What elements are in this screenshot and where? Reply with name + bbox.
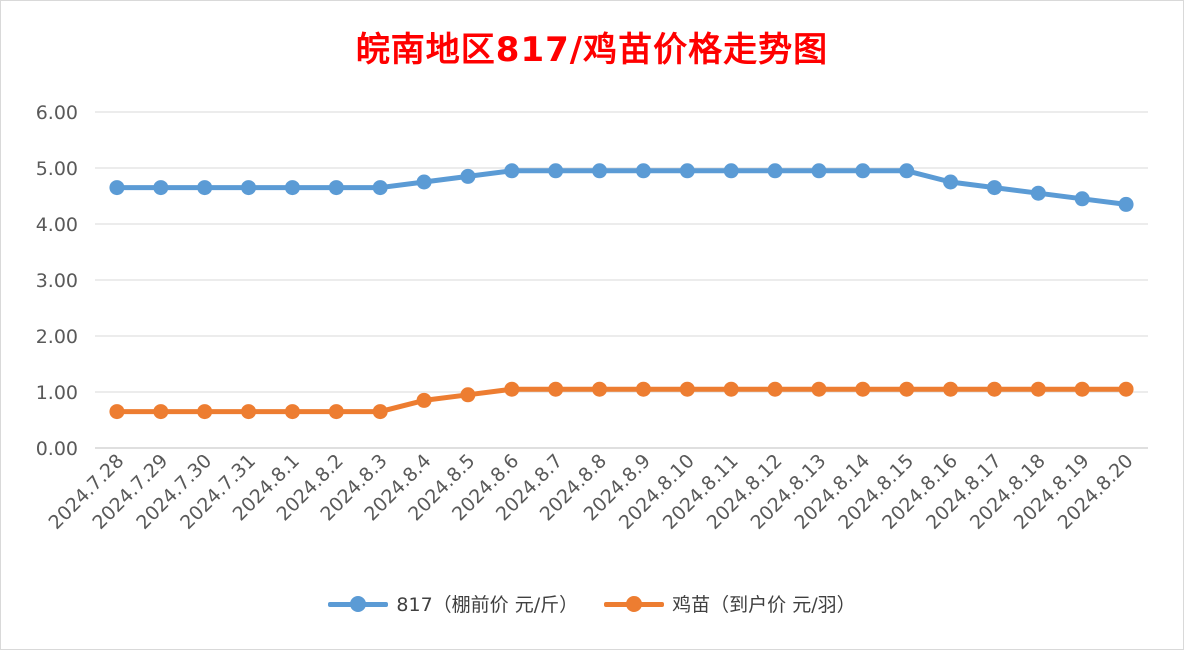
data-point bbox=[855, 381, 871, 397]
data-point bbox=[416, 174, 432, 190]
data-point bbox=[153, 180, 169, 196]
data-point bbox=[1118, 381, 1134, 397]
data-point bbox=[197, 404, 213, 420]
data-point bbox=[241, 180, 257, 196]
data-point bbox=[504, 381, 520, 397]
data-point bbox=[1030, 185, 1046, 201]
series-line-0 bbox=[114, 168, 1129, 207]
data-point bbox=[943, 174, 959, 190]
data-point bbox=[679, 381, 695, 397]
data-point bbox=[109, 404, 125, 420]
legend-item-chick: 鸡苗（到户价 元/羽） bbox=[604, 590, 856, 617]
data-point bbox=[284, 180, 300, 196]
data-point bbox=[811, 381, 827, 397]
y-tick-label: 2.00 bbox=[36, 326, 78, 348]
data-point bbox=[197, 180, 213, 196]
legend-label-chick: 鸡苗（到户价 元/羽） bbox=[672, 594, 856, 616]
data-point bbox=[372, 404, 388, 420]
data-point bbox=[723, 163, 739, 179]
data-point bbox=[1118, 196, 1134, 212]
y-tick-label: 3.00 bbox=[36, 270, 78, 292]
data-point bbox=[767, 381, 783, 397]
data-point bbox=[460, 387, 476, 403]
data-point bbox=[592, 381, 608, 397]
data-point bbox=[855, 163, 871, 179]
data-point bbox=[723, 381, 739, 397]
y-tick-label: 4.00 bbox=[36, 214, 78, 236]
data-point bbox=[1074, 191, 1090, 207]
data-point bbox=[986, 180, 1002, 196]
data-point bbox=[592, 163, 608, 179]
data-point bbox=[679, 163, 695, 179]
data-point bbox=[372, 180, 388, 196]
data-point bbox=[241, 404, 257, 420]
data-point bbox=[548, 163, 564, 179]
data-point bbox=[548, 381, 564, 397]
y-tick-label: 0.00 bbox=[36, 438, 78, 460]
data-point bbox=[328, 404, 344, 420]
data-point bbox=[635, 163, 651, 179]
data-point bbox=[635, 381, 651, 397]
y-tick-label: 5.00 bbox=[36, 158, 78, 180]
data-point bbox=[811, 163, 827, 179]
data-point bbox=[328, 180, 344, 196]
data-point bbox=[899, 381, 915, 397]
chart-title: 皖南地区817/鸡苗价格走势图 bbox=[355, 30, 829, 70]
data-point bbox=[284, 404, 300, 420]
series-line-1 bbox=[114, 386, 1129, 415]
data-point bbox=[109, 180, 125, 196]
data-point bbox=[416, 392, 432, 408]
y-tick-label: 1.00 bbox=[36, 382, 78, 404]
legend: 817（棚前价 元/斤） 鸡苗（到户价 元/羽） bbox=[0, 590, 1184, 618]
legend-swatch-chick bbox=[604, 595, 665, 613]
data-point bbox=[1074, 381, 1090, 397]
data-point bbox=[153, 404, 169, 420]
legend-swatch-817 bbox=[328, 595, 389, 613]
y-tick-label: 6.00 bbox=[36, 102, 78, 124]
data-point bbox=[504, 163, 520, 179]
data-point bbox=[460, 168, 476, 184]
data-point bbox=[899, 163, 915, 179]
data-point bbox=[767, 163, 783, 179]
legend-item-817: 817（棚前价 元/斤） bbox=[328, 590, 578, 617]
data-point bbox=[986, 381, 1002, 397]
data-point bbox=[943, 381, 959, 397]
legend-label-817: 817（棚前价 元/斤） bbox=[396, 594, 579, 616]
data-point bbox=[1030, 381, 1046, 397]
